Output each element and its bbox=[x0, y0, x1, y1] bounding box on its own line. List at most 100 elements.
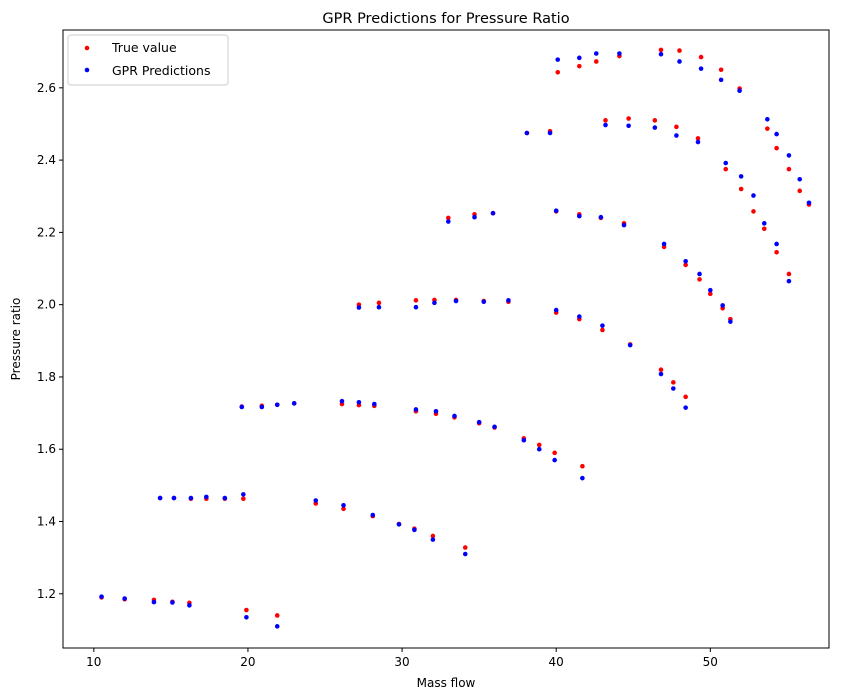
gpr-predictions-point bbox=[683, 258, 688, 264]
true-value-point bbox=[626, 116, 631, 121]
true-value-point bbox=[708, 291, 713, 297]
gpr-predictions-point bbox=[674, 133, 679, 138]
x-axis: 10 20 30 40 50 bbox=[86, 648, 718, 669]
true-value-point bbox=[786, 166, 792, 172]
gpr-predictions-point bbox=[626, 123, 631, 129]
true-value-point bbox=[658, 367, 664, 373]
gpr-predictions-point bbox=[627, 342, 633, 348]
y-tick-label: 1.2 bbox=[37, 587, 56, 601]
gpr-predictions-point bbox=[370, 512, 376, 518]
true-value-point bbox=[577, 63, 582, 69]
legend-marker-gpr-predictions bbox=[84, 67, 90, 73]
true-value-point bbox=[462, 545, 468, 550]
gpr-predictions-point bbox=[432, 300, 437, 306]
gpr-predictions-point bbox=[476, 419, 482, 425]
x-tick-label: 20 bbox=[240, 655, 255, 669]
true-value-point bbox=[774, 145, 779, 151]
true-value-point bbox=[341, 506, 346, 512]
gpr-predictions-point bbox=[536, 446, 542, 452]
gpr-predictions-point bbox=[593, 51, 599, 56]
gpr-predictions-point bbox=[413, 304, 419, 310]
gpr-predictions-point bbox=[661, 241, 667, 247]
gpr-predictions-point bbox=[170, 600, 175, 605]
gpr-predictions-point bbox=[580, 475, 585, 481]
true-value-point bbox=[552, 450, 557, 456]
gpr-predictions-point bbox=[274, 402, 280, 408]
legend-marker-true-value bbox=[84, 45, 90, 51]
true-value-point bbox=[413, 298, 419, 303]
gpr-predictions-point bbox=[396, 522, 402, 527]
true-value-point bbox=[698, 54, 704, 60]
gpr-predictions-point bbox=[452, 413, 457, 419]
x-tick-label: 30 bbox=[394, 655, 409, 669]
gpr-predictions-point bbox=[577, 213, 582, 219]
gpr-predictions-point bbox=[259, 404, 265, 410]
gpr-predictions-point bbox=[492, 424, 497, 430]
gpr-predictions-point bbox=[433, 408, 439, 414]
gpr-predictions-point bbox=[761, 221, 767, 226]
gpr-predictions-point bbox=[598, 214, 604, 220]
gpr-predictions-point bbox=[472, 214, 477, 220]
true-value-point bbox=[718, 67, 724, 73]
gpr-predictions-point bbox=[577, 55, 582, 61]
true-value-point bbox=[376, 300, 382, 306]
gpr-predictions-point bbox=[603, 122, 608, 128]
plot-frame bbox=[62, 29, 830, 649]
legend-box bbox=[67, 34, 229, 86]
gpr-predictions-point bbox=[552, 457, 557, 463]
true-value-point bbox=[695, 136, 701, 141]
true-value-point bbox=[555, 69, 561, 75]
y-tick-label: 2.2 bbox=[37, 225, 56, 239]
true-value-point bbox=[683, 262, 688, 268]
gpr-predictions-point bbox=[446, 219, 451, 224]
gpr-predictions-point bbox=[453, 298, 459, 304]
true-value-point bbox=[723, 166, 729, 172]
gpr-predictions-point bbox=[708, 287, 713, 293]
true-value-point bbox=[593, 59, 599, 64]
x-axis-label: Mass flow bbox=[417, 676, 476, 690]
gpr-predictions-point bbox=[412, 527, 417, 533]
gpr-predictions-point bbox=[187, 603, 192, 608]
gpr-predictions-point bbox=[786, 153, 792, 158]
true-value-point bbox=[674, 124, 679, 130]
gpr-predictions-point bbox=[720, 303, 725, 308]
gpr-predictions-point bbox=[356, 305, 362, 310]
gpr-predictions-point bbox=[356, 399, 362, 405]
gpr-predictions-point bbox=[313, 498, 319, 503]
gpr-predictions-point bbox=[765, 116, 770, 122]
true-value-point bbox=[274, 613, 280, 618]
true-value-point bbox=[786, 271, 792, 277]
gpr-predictions-point bbox=[652, 125, 658, 130]
legend-label-gpr-predictions: GPR Predictions bbox=[112, 63, 211, 78]
x-tick-label: 10 bbox=[86, 655, 101, 669]
y-tick-label: 2.4 bbox=[37, 153, 56, 167]
gpr-predictions-point bbox=[430, 537, 436, 542]
gpr-predictions-point bbox=[774, 241, 779, 247]
gpr-predictions-point bbox=[339, 398, 345, 404]
gpr-predictions-point bbox=[553, 208, 559, 214]
y-tick-label: 2.0 bbox=[37, 298, 56, 312]
gpr-predictions-point bbox=[151, 599, 157, 605]
y-tick-label: 2.6 bbox=[37, 81, 56, 95]
true-value-point bbox=[580, 463, 585, 469]
gpr-predictions-point bbox=[521, 437, 527, 443]
y-tick-label: 1.4 bbox=[37, 515, 56, 529]
gpr-predictions-point bbox=[671, 386, 676, 391]
series-gpr-predictions bbox=[99, 51, 812, 629]
true-value-point bbox=[761, 226, 767, 232]
true-value-point bbox=[430, 533, 436, 539]
true-value-point bbox=[683, 394, 688, 400]
gpr-predictions-point bbox=[481, 299, 487, 305]
gpr-predictions-point bbox=[524, 130, 530, 136]
gpr-predictions-point bbox=[462, 551, 468, 557]
gpr-predictions-point bbox=[723, 160, 729, 166]
legend: True value GPR Predictions bbox=[67, 34, 229, 86]
gpr-predictions-point bbox=[718, 77, 724, 83]
gpr-predictions-point bbox=[413, 407, 419, 412]
true-value-point bbox=[671, 380, 676, 385]
gpr-predictions-point bbox=[797, 176, 803, 182]
true-value-point bbox=[600, 327, 605, 333]
chart-title: GPR Predictions for Pressure Ratio bbox=[322, 11, 569, 27]
gpr-predictions-point bbox=[204, 494, 209, 500]
